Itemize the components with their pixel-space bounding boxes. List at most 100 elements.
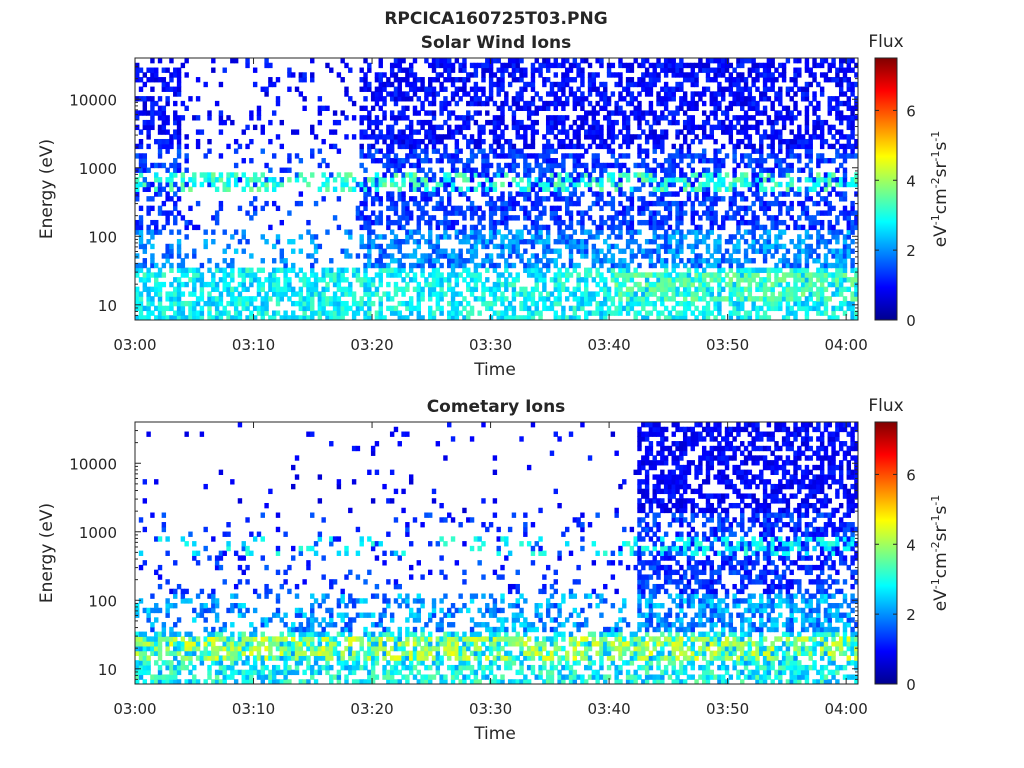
heatmap-cell (405, 77, 410, 83)
heatmap-cell (766, 248, 772, 254)
heatmap-cell (721, 258, 726, 264)
heatmap-cell (214, 262, 220, 269)
heatmap-cell (701, 148, 707, 154)
heatmap-cell (485, 253, 490, 259)
heatmap-cell (393, 86, 399, 92)
heatmap-cell (466, 115, 471, 121)
heatmap-cell (804, 286, 810, 293)
heatmap-cell (416, 296, 421, 302)
heatmap-cell (838, 67, 844, 73)
heatmap-cell (511, 162, 517, 169)
heatmap-cell (633, 281, 638, 288)
heatmap-cell (701, 62, 707, 69)
heatmap-cell (740, 100, 745, 107)
heatmap-cell (485, 177, 490, 183)
heatmap-cell (732, 100, 737, 107)
heatmap-cell (165, 291, 170, 297)
heatmap-cell (610, 148, 616, 154)
heatmap-cell (408, 277, 414, 283)
heatmap-cell (264, 91, 269, 97)
heatmap-cell (268, 167, 273, 173)
heatmap-cell (614, 162, 619, 169)
heatmap-cell (150, 86, 155, 92)
heatmap-cell (142, 281, 148, 288)
heatmap-cell (679, 158, 684, 164)
heatmap-cell (310, 234, 315, 240)
heatmap-cell (458, 300, 463, 307)
heatmap-cell (534, 91, 539, 97)
heatmap-cell (233, 172, 239, 178)
heatmap-cell (173, 277, 178, 283)
heatmap-cell (218, 153, 224, 159)
heatmap-cell (291, 286, 296, 293)
heatmap-cell (523, 239, 528, 245)
heatmap-cell (325, 177, 330, 183)
heatmap-cell (477, 172, 482, 178)
heatmap-cell (511, 296, 517, 302)
heatmap-cell (690, 124, 695, 131)
heatmap-cell (135, 262, 140, 269)
heatmap-cell (713, 186, 718, 192)
heatmap-cell (751, 177, 756, 183)
heatmap-cell (169, 267, 174, 273)
heatmap-cell (317, 315, 323, 320)
heatmap-cell (523, 138, 528, 145)
heatmap-cell (237, 281, 243, 288)
heatmap-cell (812, 305, 817, 312)
heatmap-cell (827, 296, 832, 302)
heatmap-cell (644, 148, 650, 154)
heatmap-cell (542, 248, 547, 254)
heatmap-cell (154, 315, 159, 320)
heatmap-cell (740, 62, 745, 69)
heatmap-cell (804, 96, 810, 102)
heatmap-cell (561, 219, 566, 226)
heatmap-cell (488, 286, 494, 293)
heatmap-cell (515, 100, 520, 107)
heatmap-cell (146, 267, 151, 273)
heatmap-cell (466, 177, 471, 183)
heatmap-cell (351, 291, 357, 297)
heatmap-cell (740, 105, 745, 111)
heatmap-cell (431, 143, 437, 150)
heatmap-cell (218, 291, 224, 297)
heatmap-cell (359, 67, 364, 73)
heatmap-cell (553, 205, 558, 212)
heatmap-cell (728, 86, 734, 92)
heatmap-cell (515, 67, 520, 73)
heatmap-cell (504, 62, 509, 69)
heatmap-cell (169, 162, 174, 169)
heatmap-cell (412, 58, 418, 64)
heatmap-cell (443, 153, 448, 159)
heatmap-cell (230, 272, 235, 278)
heatmap-cell (393, 234, 399, 240)
heatmap-cell (671, 262, 676, 269)
heatmap-cell (534, 229, 539, 235)
heatmap-cell (812, 72, 817, 78)
heatmap-cell (157, 229, 163, 235)
heatmap-cell (386, 224, 391, 231)
heatmap-cell (633, 267, 638, 273)
heatmap-cell (587, 181, 593, 188)
heatmap-cell (766, 239, 772, 245)
heatmap-cell (629, 272, 635, 278)
heatmap-cell (736, 138, 741, 145)
heatmap-cell (199, 305, 205, 312)
heatmap-cell (397, 81, 402, 88)
heatmap-cell (420, 138, 425, 145)
heatmap-cell (507, 138, 513, 145)
heatmap-cell (466, 205, 471, 212)
heatmap-cell (591, 296, 597, 302)
heatmap-cell (302, 272, 307, 278)
heatmap-cell (553, 219, 558, 226)
heatmap-cell (405, 134, 410, 140)
heatmap-cell (237, 267, 243, 273)
heatmap-cell (781, 229, 787, 235)
heatmap-cell (637, 272, 642, 278)
heatmap-cell (332, 315, 338, 320)
heatmap-cell (648, 72, 654, 78)
heatmap-cell (743, 110, 749, 116)
heatmap-cell (667, 162, 673, 169)
heatmap-cell (667, 58, 673, 64)
heatmap-cell (542, 300, 547, 307)
heatmap-cell (485, 277, 490, 283)
